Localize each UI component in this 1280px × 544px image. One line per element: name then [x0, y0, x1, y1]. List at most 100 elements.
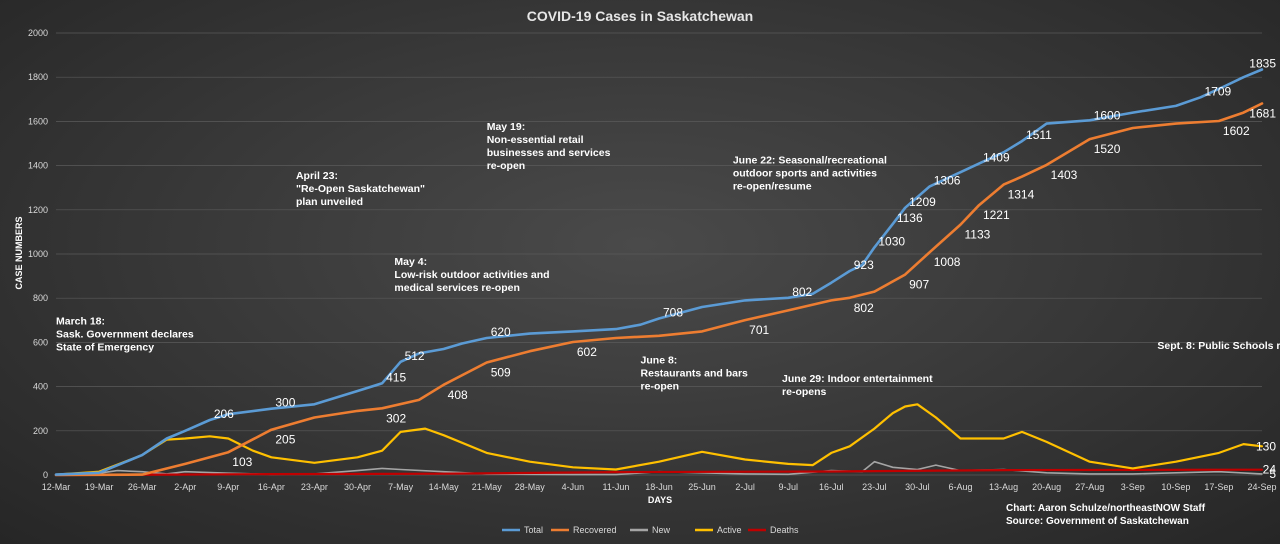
annotation-line: businesses and services: [487, 147, 611, 159]
annotation-line: May 19:: [487, 121, 526, 133]
data-label: 512: [405, 349, 425, 363]
legend-label: New: [652, 525, 671, 535]
annotation-line: March 18:: [56, 316, 105, 328]
data-label: 509: [491, 366, 511, 380]
data-label: 1835: [1249, 56, 1276, 70]
x-tick-label: 16-Apr: [258, 482, 285, 492]
x-axis-label: DAYS: [648, 495, 672, 505]
x-tick-label: 19-Mar: [85, 482, 114, 492]
credits: Chart: Aaron Schulze/northeastNOW Staff S…: [1006, 503, 1206, 527]
data-label: 1600: [1094, 108, 1121, 122]
data-label: 1221: [983, 208, 1010, 222]
data-label: 5: [1269, 467, 1276, 481]
legend-label: Total: [524, 525, 543, 535]
data-label: 1008: [934, 255, 961, 269]
legend-item-new: New: [630, 525, 671, 535]
y-tick-label: 600: [33, 337, 48, 347]
data-label: 1030: [878, 234, 905, 248]
data-label: 1511: [1026, 128, 1052, 142]
x-tick-label: 23-Apr: [301, 482, 328, 492]
data-label: 907: [909, 278, 929, 292]
x-tick-label: 13-Aug: [989, 482, 1018, 492]
legend-item-deaths: Deaths: [748, 525, 799, 535]
y-tick-label: 1400: [28, 161, 48, 171]
data-label: 1136: [897, 211, 923, 225]
annotation: Sept. 8: Public Schools re-open: [1157, 340, 1280, 352]
x-tick-label: 6-Aug: [948, 482, 972, 492]
data-label: 701: [749, 323, 769, 337]
x-tick-label: 10-Sep: [1161, 482, 1190, 492]
x-tick-label: 2-Apr: [174, 482, 196, 492]
annotation-line: Restaurants and bars: [641, 367, 749, 379]
legend-item-active: Active: [695, 525, 742, 535]
annotation-line: "Re-Open Saskatchewan": [296, 183, 425, 195]
x-tick-label: 2-Jul: [735, 482, 755, 492]
x-tick-label: 23-Jul: [862, 482, 887, 492]
data-label: 620: [491, 325, 511, 339]
annotation-line: June 8:: [641, 354, 678, 366]
x-tick-label: 18-Jun: [645, 482, 673, 492]
data-label: 1709: [1204, 84, 1231, 98]
x-tick-label: 9-Jul: [778, 482, 798, 492]
data-labels: 2063004155126207088029231030113612091306…: [214, 56, 1276, 480]
data-label: 923: [854, 258, 874, 272]
data-label: 1306: [934, 173, 961, 187]
legend-item-total: Total: [502, 525, 543, 535]
y-tick-label: 2000: [28, 28, 48, 38]
annotation-line: April 23:: [296, 170, 338, 182]
annotation-line: re-open: [487, 160, 526, 172]
x-tick-label: 25-Jun: [688, 482, 716, 492]
annotations: March 18:Sask. Government declaresState …: [56, 121, 1280, 398]
y-tick-label: 800: [33, 293, 48, 303]
annotation-line: Sask. Government declares: [56, 329, 194, 341]
series-line-deaths: [54, 468, 1264, 477]
y-tick-label: 400: [33, 382, 48, 392]
x-tick-label: 12-Mar: [42, 482, 71, 492]
x-axis: 12-Mar 19-Mar 26-Mar 2-Apr 9-Apr 16-Apr 23-Apr…: [42, 482, 1277, 492]
data-label: 1602: [1223, 124, 1250, 138]
x-tick-label: 21-May: [472, 482, 503, 492]
x-tick-label: 30-Apr: [344, 482, 371, 492]
annotation-line: Sept. 8: Public Schools re-open: [1157, 340, 1280, 352]
annotation-line: re-open: [641, 380, 680, 392]
series-line-active: [54, 403, 1264, 476]
y-axis: 0 200 400 600 800 1000 1200 1400 1600 1800 2000: [28, 28, 48, 480]
x-tick-label: 4-Jun: [562, 482, 585, 492]
y-tick-label: 1600: [28, 116, 48, 126]
annotation-line: Low-risk outdoor activities and: [394, 269, 549, 281]
data-label: 1403: [1051, 168, 1078, 182]
legend-item-recovered: Recovered: [551, 525, 617, 535]
chart-title: COVID-19 Cases in Saskatchewan: [527, 8, 753, 24]
series: [54, 68, 1264, 477]
x-tick-label: 11-Jun: [602, 482, 629, 492]
data-label: 1681: [1249, 106, 1276, 120]
annotation-line: re-open/resume: [733, 180, 812, 192]
data-label: 1314: [1008, 188, 1035, 202]
credit-line: Source: Government of Saskatchewan: [1006, 516, 1189, 527]
y-tick-label: 0: [43, 470, 48, 480]
legend-label: Recovered: [573, 525, 617, 535]
annotation-line: State of Emergency: [56, 342, 154, 354]
annotation-line: June 29: Indoor entertainment: [782, 373, 933, 385]
annotation-line: re-opens: [782, 386, 827, 398]
series-line-total: [54, 68, 1264, 476]
data-label: 130: [1256, 439, 1276, 453]
data-label: 802: [792, 285, 812, 299]
x-tick-label: 16-Jul: [819, 482, 844, 492]
annotation-line: May 4:: [394, 256, 427, 268]
x-tick-label: 28-May: [515, 482, 546, 492]
annotation-line: plan unveiled: [296, 196, 363, 208]
series-line-recovered: [54, 102, 1264, 477]
y-tick-label: 1000: [28, 249, 48, 259]
x-tick-label: 14-May: [429, 482, 460, 492]
annotation-line: Non-essential retail: [487, 134, 584, 146]
data-label: 1409: [983, 151, 1010, 165]
legend-label: Active: [717, 525, 742, 535]
x-tick-label: 30-Jul: [905, 482, 930, 492]
data-label: 24: [1263, 463, 1277, 477]
legend-label: Deaths: [770, 525, 799, 535]
data-label: 408: [448, 388, 468, 402]
